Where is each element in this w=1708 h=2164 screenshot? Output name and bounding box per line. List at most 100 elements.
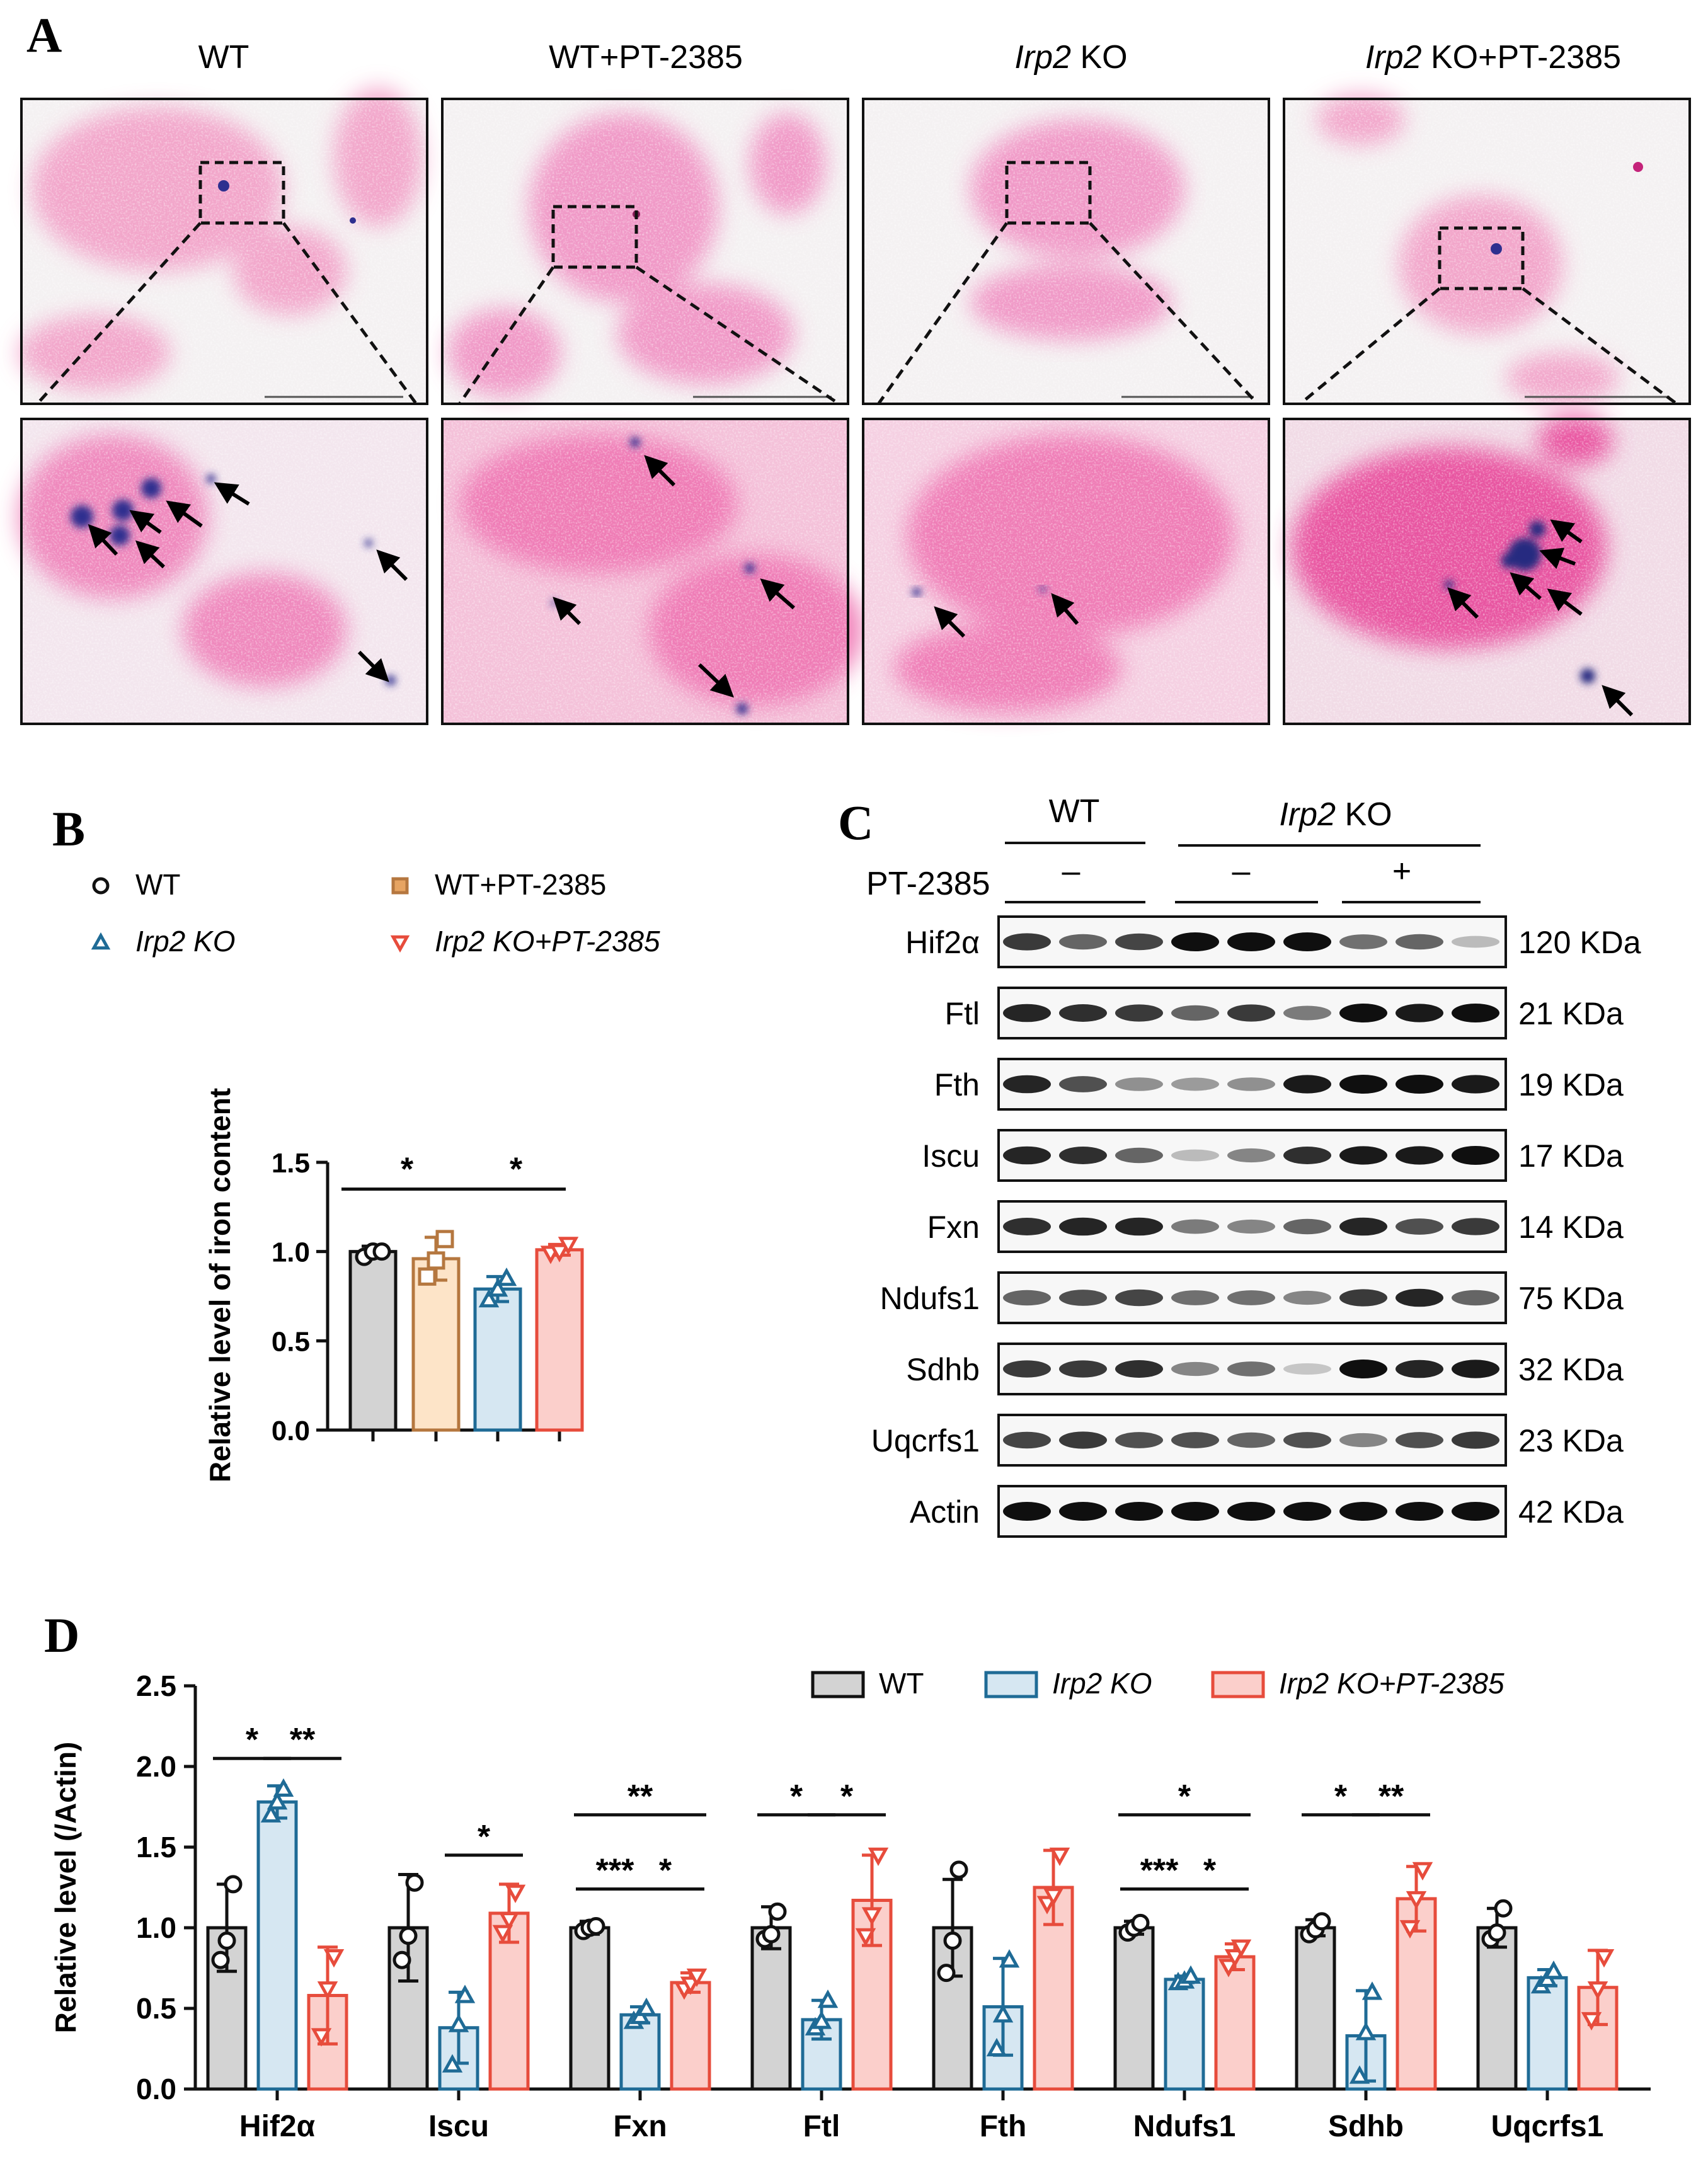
blot-band [1396, 1075, 1443, 1094]
blot-band [1396, 1432, 1443, 1448]
panel-a-letter: A [26, 8, 62, 62]
data-point [943, 1931, 962, 1950]
bar [256, 1800, 298, 2091]
bar [1476, 1926, 1518, 2091]
blot-band [1283, 1147, 1331, 1164]
blot-band [1171, 932, 1219, 951]
data-point [1543, 1960, 1564, 1979]
blot-band [1452, 1290, 1499, 1306]
blot-band [1396, 1146, 1443, 1165]
blot-band [1003, 1360, 1051, 1378]
blot-band [1059, 1360, 1107, 1378]
significance-label: * [1203, 1853, 1217, 1889]
blot-size-label: 42 KDa [1518, 1494, 1624, 1530]
blot-band [1059, 1217, 1107, 1236]
blot-band [1003, 1004, 1051, 1022]
blot-band [1059, 1147, 1107, 1164]
micrograph-wt-zoom [19, 418, 428, 725]
group-label-ko: Irp2 KO [1279, 796, 1392, 833]
blot-band [1171, 1432, 1219, 1448]
x-tick-label: Hif2α [239, 2110, 316, 2143]
blot-band [1115, 1004, 1163, 1022]
blot-band [1115, 933, 1163, 951]
data-point [224, 1875, 243, 1894]
blot-band [1452, 1075, 1499, 1094]
data-point [427, 1251, 445, 1270]
blot-band [1227, 932, 1275, 951]
legend-label: Irp2 KO+PT-2385 [435, 925, 660, 958]
blot-band [1283, 1218, 1331, 1235]
micrograph-ko-overview [862, 98, 1270, 405]
legend-swatch [984, 1671, 1038, 1698]
blot-band [1115, 1432, 1163, 1448]
blot-band [1396, 1288, 1443, 1307]
data-point [478, 1289, 500, 1308]
blot-band [1171, 1361, 1219, 1377]
data-point [636, 1997, 657, 2017]
significance-label: ** [290, 1722, 316, 1758]
blot-band [1003, 1290, 1051, 1306]
blot-band [1171, 1219, 1219, 1234]
blot-band [1003, 1502, 1051, 1521]
blot-band [1059, 934, 1107, 950]
panel-a: A WT WT+PT-2385 Irp2 KO Irp2 KO+PT-2385 [19, 8, 1691, 725]
blot-band [1339, 934, 1387, 949]
treatment-sign-ko: – [1232, 853, 1251, 890]
blot-band [1059, 1502, 1107, 1521]
data-point [768, 1902, 787, 1921]
x-tick-label: Ftl [803, 2110, 840, 2143]
legend-marker [92, 877, 110, 895]
blot-band [1115, 1360, 1163, 1378]
micrograph-wt-overview [19, 88, 428, 405]
blot-protein-label: Ndufs1 [880, 1281, 980, 1316]
panel-d: D WT Irp2 KO Irp2 KO+PT-2385 0.0 0.5 1.0 1.5 2… [44, 1608, 1651, 2143]
blot-protein-label: Fxn [927, 1210, 980, 1245]
data-point [937, 1964, 956, 1983]
micrograph-ko-pt-zoom [1283, 416, 1691, 725]
blot-band [1171, 1077, 1219, 1091]
column-title-wt-pt: WT+PT-2385 [549, 39, 743, 76]
data-point [211, 1950, 230, 1969]
blot-band [1339, 1146, 1387, 1165]
chart-d-plot: 0.0 0.5 1.0 1.5 2.0 2.5 Relative level (/Actin… [49, 1669, 1651, 2143]
data-point [1406, 1891, 1427, 1910]
blot-band [1227, 1432, 1275, 1448]
zoom-lines [37, 222, 1677, 405]
data-point [558, 1237, 579, 1256]
data-point [311, 2028, 332, 2047]
data-point [393, 1950, 411, 1969]
column-title-ko: Irp2 KO [1014, 39, 1127, 76]
x-tick-label: Ndufs1 [1133, 2110, 1236, 2143]
blot-band [1452, 1502, 1499, 1521]
blot-size-label: 19 KDa [1518, 1067, 1624, 1102]
data-point [505, 1884, 526, 1903]
panel-b: B WT WT+PT-2385 Irp2 KO Irp2 KO+PT-2385 0.0… [52, 801, 660, 1482]
blot-band [1003, 1075, 1051, 1094]
y-tick-label: 1.0 [136, 1911, 176, 1944]
data-point [1487, 1923, 1506, 1942]
treatment-label: PT-2385 [866, 866, 990, 902]
data-point [454, 1984, 476, 2003]
data-point [762, 1925, 781, 1944]
blot-band [1283, 932, 1331, 951]
blot-band [1396, 1360, 1443, 1378]
data-point [1412, 1862, 1433, 1881]
blot-band [1452, 936, 1499, 948]
blot-size-label: 75 KDa [1518, 1281, 1624, 1316]
blot-band [1283, 1363, 1331, 1375]
legend-label-italic: Irp2 KO+PT-2385 [435, 925, 660, 958]
micrograph-ko-zoom [862, 418, 1270, 725]
data-point [1587, 1981, 1608, 2000]
bar [348, 1250, 398, 1432]
blot-band [1283, 1005, 1331, 1021]
blot-band [1003, 1146, 1051, 1165]
legend-marker [390, 935, 410, 953]
blot-size-label: 21 KDa [1518, 996, 1624, 1031]
panel-c: C WT Irp2 KO PT-2385 – – + Hif2α 120 KDa F… [838, 793, 1641, 1538]
blot-protein-label: Hif2α [905, 925, 980, 960]
y-axis-label: Relative level of iron content [203, 1088, 236, 1482]
blot-band [1283, 1432, 1331, 1448]
group-label-wt: WT [1049, 793, 1100, 830]
x-tick-label: Fth [980, 2110, 1027, 2143]
column-title-wt: WT [198, 39, 249, 76]
